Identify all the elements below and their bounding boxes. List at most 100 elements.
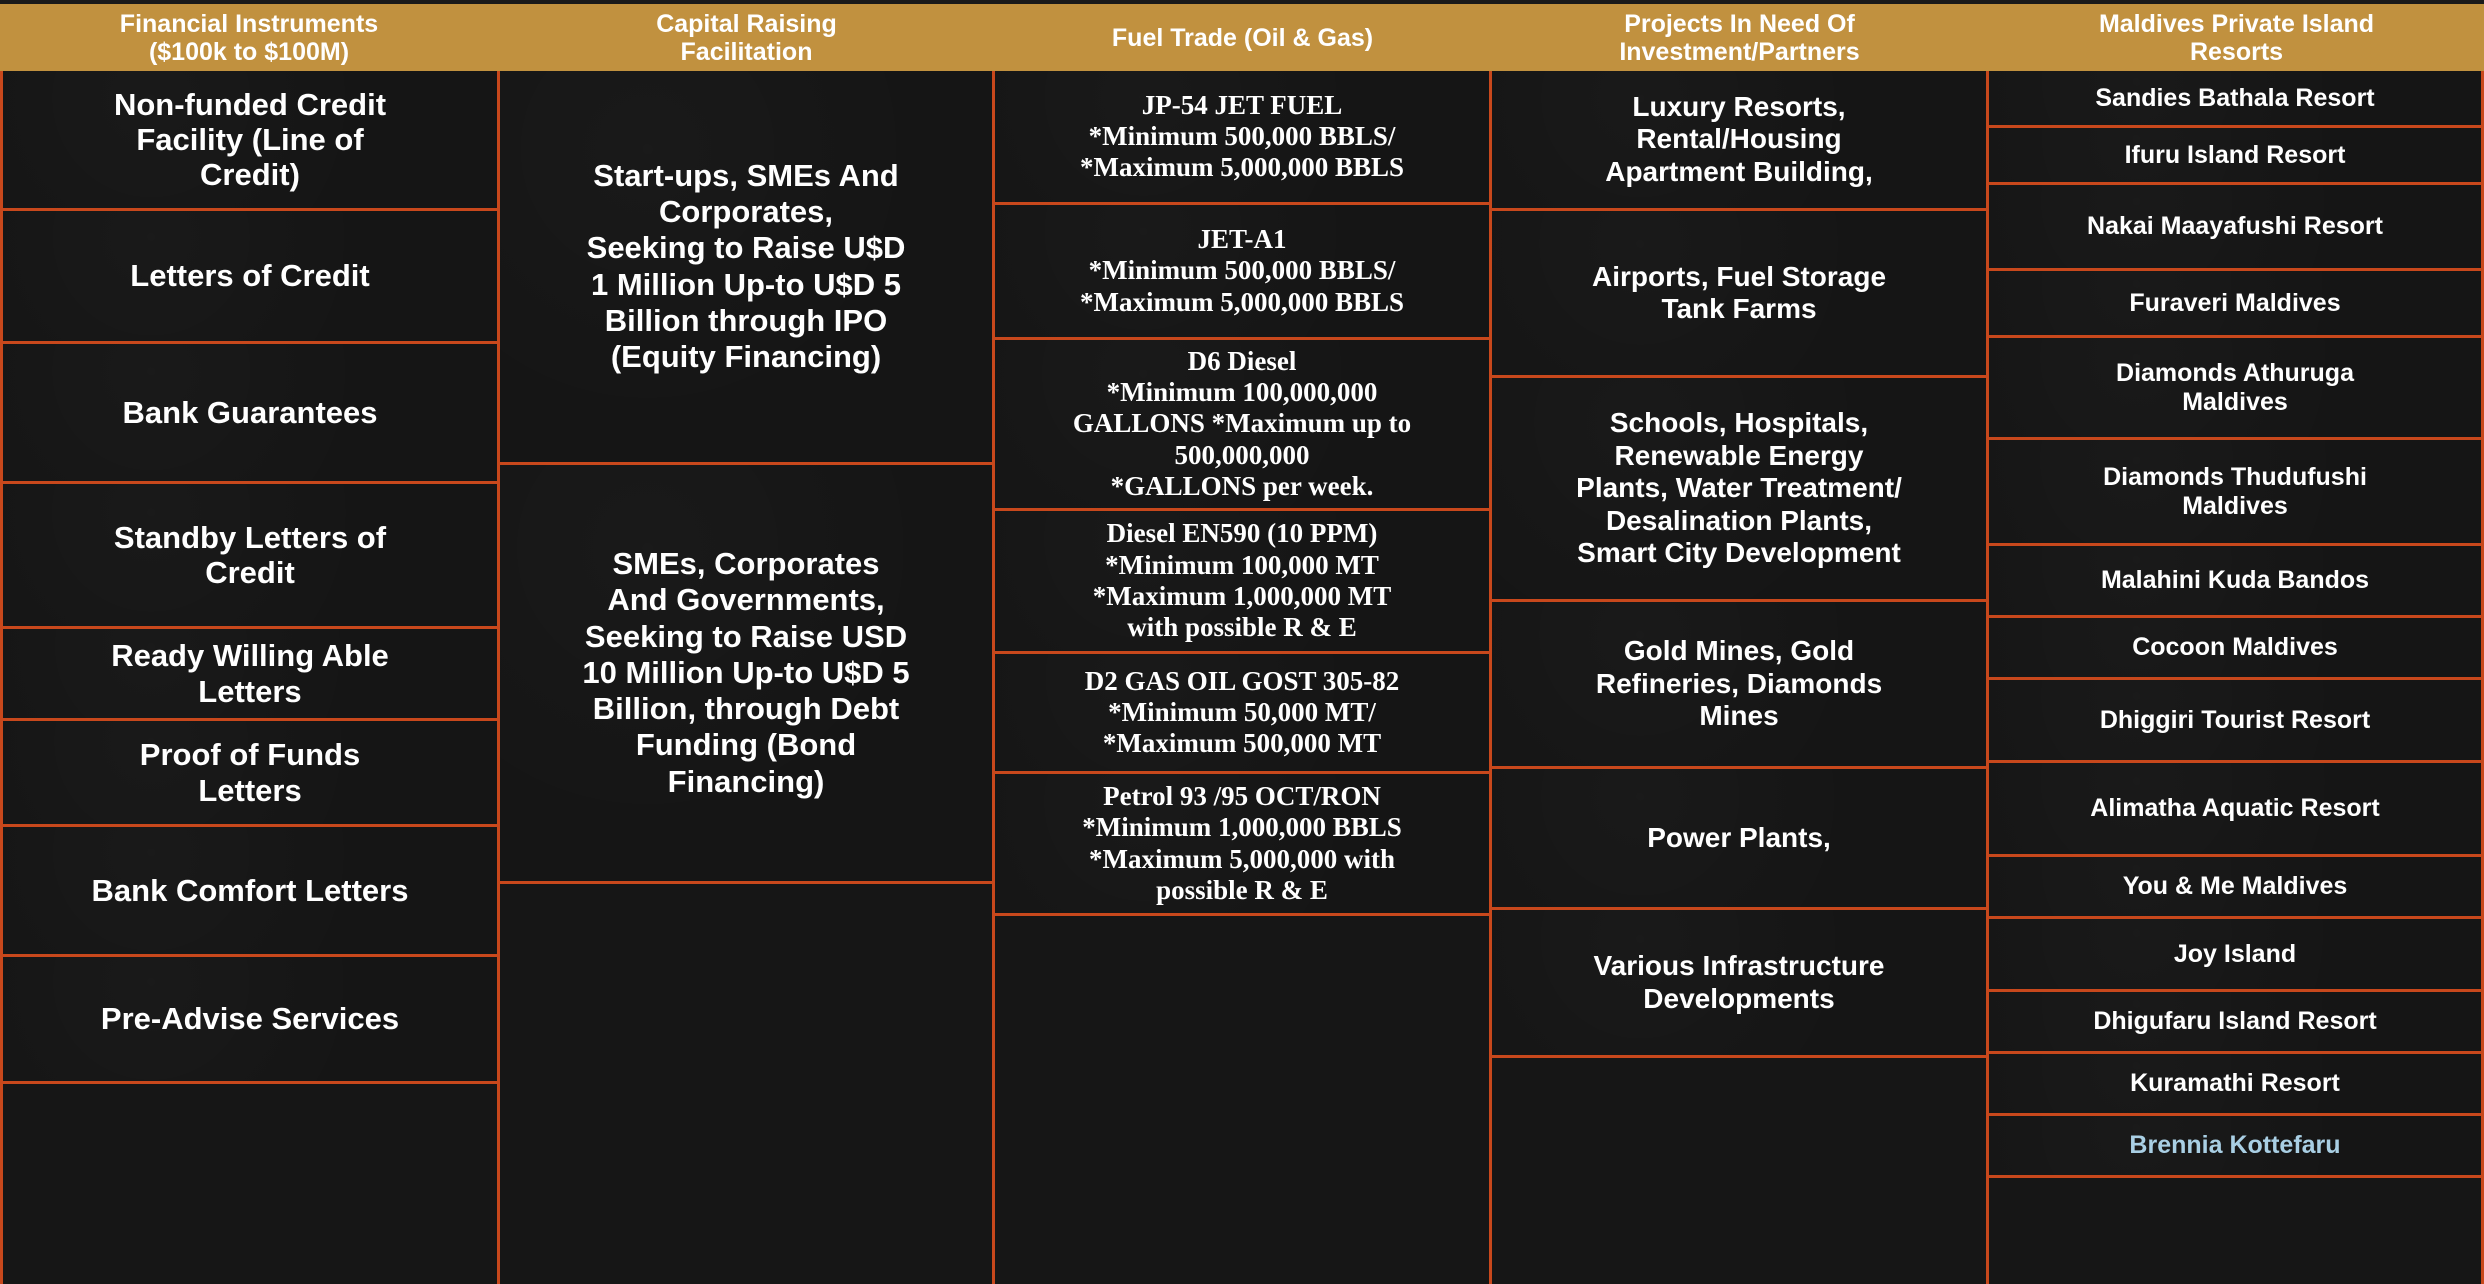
- cell-line: Alimatha Aquatic Resort: [2090, 794, 2380, 823]
- cell-line: *Minimum 500,000 BBLS/: [1088, 120, 1396, 151]
- table-cell[interactable]: Luxury Resorts, Rental/Housing Apartment…: [1492, 71, 1986, 211]
- column-header-maldives-resorts: Maldives Private Island Resorts: [1989, 4, 2484, 71]
- cell-line: GALLONS *Maximum up to: [1072, 408, 1412, 439]
- table-cell[interactable]: Bank Guarantees: [3, 344, 497, 484]
- header-line: Facilitation: [680, 37, 813, 66]
- column-header-financial-instruments: Financial Instruments ($100k to $100M): [0, 4, 500, 71]
- column-fuel-trade: JP-54 JET FUEL *Minimum 500,000 BBLS/ *M…: [995, 71, 1492, 1284]
- table-cell[interactable]: Dhiggiri Tourist Resort: [1989, 680, 2481, 763]
- cell-line: possible R & E: [1156, 874, 1328, 905]
- table-cell[interactable]: SMEs, Corporates And Governments, Seekin…: [500, 465, 992, 884]
- table-cell[interactable]: Schools, Hospitals, Renewable Energy Pla…: [1492, 378, 1986, 602]
- table-cell[interactable]: Proof of Funds Letters: [3, 721, 497, 827]
- table-cell[interactable]: Power Plants,: [1492, 769, 1986, 910]
- header-line: Financial Instruments: [119, 9, 379, 38]
- cell-line: SMEs, Corporates: [612, 546, 880, 582]
- cell-line: Nakai Maayafushi Resort: [2087, 212, 2383, 241]
- cell-line: Renewable Energy: [1614, 439, 1864, 471]
- table-cell[interactable]: Pre-Advise Services: [3, 957, 497, 1084]
- cell-line: Apartment Building,: [1605, 155, 1873, 187]
- table-cell[interactable]: Malahini Kuda Bandos: [1989, 546, 2481, 618]
- cell-line: And Governments,: [607, 582, 885, 618]
- cell-line: *Minimum 100,000,000: [1106, 377, 1378, 408]
- table-cell[interactable]: Furaveri Maldives: [1989, 271, 2481, 338]
- table-cell[interactable]: Gold Mines, Gold Refineries, Diamonds Mi…: [1492, 602, 1986, 769]
- cell-line: Petrol 93 /95 OCT/RON: [1103, 780, 1381, 811]
- cell-line: with possible R & E: [1127, 612, 1357, 643]
- header-line: Capital Raising: [656, 9, 837, 38]
- table-cell[interactable]: D6 Diesel *Minimum 100,000,000 GALLONS *…: [995, 340, 1489, 511]
- cell-line: (Equity Financing): [610, 339, 882, 375]
- table-cell[interactable]: Non-funded Credit Facility (Line of Cred…: [3, 71, 497, 211]
- cell-line: Sandies Bathala Resort: [2095, 83, 2375, 112]
- cell-line: *Maximum 5,000,000 with: [1088, 843, 1395, 874]
- cell-line: Non-funded Credit: [113, 86, 387, 122]
- column-financial-instruments: Non-funded Credit Facility (Line of Cred…: [0, 71, 500, 1284]
- cell-line: Tank Farms: [1661, 293, 1817, 324]
- cell-line: Dhigufaru Island Resort: [2093, 1007, 2377, 1036]
- table-cell[interactable]: Nakai Maayafushi Resort: [1989, 185, 2481, 271]
- table-header-row: Financial Instruments ($100k to $100M) C…: [0, 4, 2484, 71]
- table-cell[interactable]: Cocoon Maldives: [1989, 618, 2481, 680]
- cell-line: 1 Million Up-to U$D 5: [591, 266, 901, 302]
- column-header-projects-investment: Projects In Need Of Investment/Partners: [1492, 4, 1989, 71]
- cell-line: Kuramathi Resort: [2130, 1069, 2340, 1098]
- cell-line: Airports, Fuel Storage: [1591, 260, 1887, 292]
- cell-line: Start-ups, SMEs And: [593, 157, 899, 193]
- cell-line: Rental/Housing: [1636, 123, 1842, 155]
- cell-line: *Maximum 5,000,000 BBLS: [1079, 286, 1405, 317]
- cell-line: *Maximum 1,000,000 MT: [1092, 581, 1392, 611]
- cell-line: Credit): [200, 157, 300, 193]
- cell-line: Billion through IPO: [604, 302, 888, 338]
- cell-line: Gold Mines, Gold: [1623, 635, 1855, 667]
- column-maldives-resorts: Sandies Bathala Resort Ifuru Island Reso…: [1989, 71, 2484, 1284]
- cell-line: Power Plants,: [1647, 821, 1831, 853]
- header-line: ($100k to $100M): [148, 37, 350, 66]
- table-cell[interactable]: Petrol 93 /95 OCT/RON *Minimum 1,000,000…: [995, 774, 1489, 916]
- cell-line: Billion, through Debt: [592, 691, 900, 727]
- cell-line: Proof of Funds: [139, 737, 361, 773]
- cell-line: Cocoon Maldives: [2132, 633, 2338, 662]
- table-cell[interactable]: D2 GAS OIL GOST 305-82 *Minimum 50,000 M…: [995, 654, 1489, 774]
- table-cell[interactable]: Letters of Credit: [3, 211, 497, 344]
- table-cell[interactable]: Alimatha Aquatic Resort: [1989, 763, 2481, 857]
- cell-line: *Minimum 100,000 MT: [1105, 549, 1379, 580]
- header-line: Projects In Need Of: [1624, 9, 1855, 38]
- column-header-capital-raising: Capital Raising Facilitation: [500, 4, 995, 71]
- table-cell[interactable]: You & Me Maldives: [1989, 857, 2481, 919]
- table-cell[interactable]: Sandies Bathala Resort: [1989, 71, 2481, 128]
- table-cell[interactable]: Joy Island: [1989, 919, 2481, 992]
- table-cell[interactable]: Bank Comfort Letters: [3, 827, 497, 957]
- table-cell[interactable]: Dhigufaru Island Resort: [1989, 992, 2481, 1054]
- table-cell[interactable]: JP-54 JET FUEL *Minimum 500,000 BBLS/ *M…: [995, 71, 1489, 205]
- cell-line: *Minimum 1,000,000 BBLS: [1082, 812, 1402, 843]
- table-cell[interactable]: Diamonds Thudufushi Maldives: [1989, 440, 2481, 546]
- table-cell[interactable]: Start-ups, SMEs And Corporates, Seeking …: [500, 71, 992, 465]
- cell-line: *Minimum 500,000 BBLS/: [1088, 255, 1396, 286]
- cell-line: Bank Comfort Letters: [91, 872, 409, 908]
- cell-line: Diesel EN590 (10 PPM): [1106, 518, 1378, 549]
- table-cell[interactable]: Various Infrastructure Developments: [1492, 910, 1986, 1058]
- header-line: Maldives Private Island: [2098, 9, 2375, 38]
- cell-line: Joy Island: [2173, 939, 2297, 968]
- table-cell[interactable]: JET-A1 *Minimum 500,000 BBLS/ *Maximum 5…: [995, 205, 1489, 340]
- cell-line: Plants, Water Treatment/: [1576, 472, 1902, 504]
- table-cell[interactable]: Airports, Fuel Storage Tank Farms: [1492, 211, 1986, 378]
- table-cell[interactable]: Ifuru Island Resort: [1989, 128, 2481, 185]
- cell-line: Luxury Resorts,: [1632, 90, 1846, 122]
- header-line: Investment/Partners: [1619, 37, 1860, 66]
- table-cell[interactable]: Diesel EN590 (10 PPM) *Minimum 100,000 M…: [995, 511, 1489, 654]
- table-cell[interactable]: Standby Letters of Credit: [3, 484, 497, 629]
- table-cell[interactable]: Kuramathi Resort: [1989, 1054, 2481, 1116]
- cell-line: Standby Letters of: [113, 519, 387, 555]
- cell-line: Bank Guarantees: [122, 394, 378, 430]
- cell-line: Diamonds Thudufushi: [2103, 462, 2367, 491]
- table-cell[interactable]: Ready Willing Able Letters: [3, 629, 497, 721]
- cell-line: Mines: [1699, 700, 1779, 732]
- table-cell[interactable]: Diamonds Athuruga Maldives: [1989, 338, 2481, 440]
- cell-line: Seeking to Raise USD: [584, 618, 908, 654]
- table-cell[interactable]: Brennia Kottefaru: [1989, 1116, 2481, 1178]
- cell-line: Maldives: [2182, 491, 2288, 520]
- cell-line: You & Me Maldives: [2122, 872, 2348, 901]
